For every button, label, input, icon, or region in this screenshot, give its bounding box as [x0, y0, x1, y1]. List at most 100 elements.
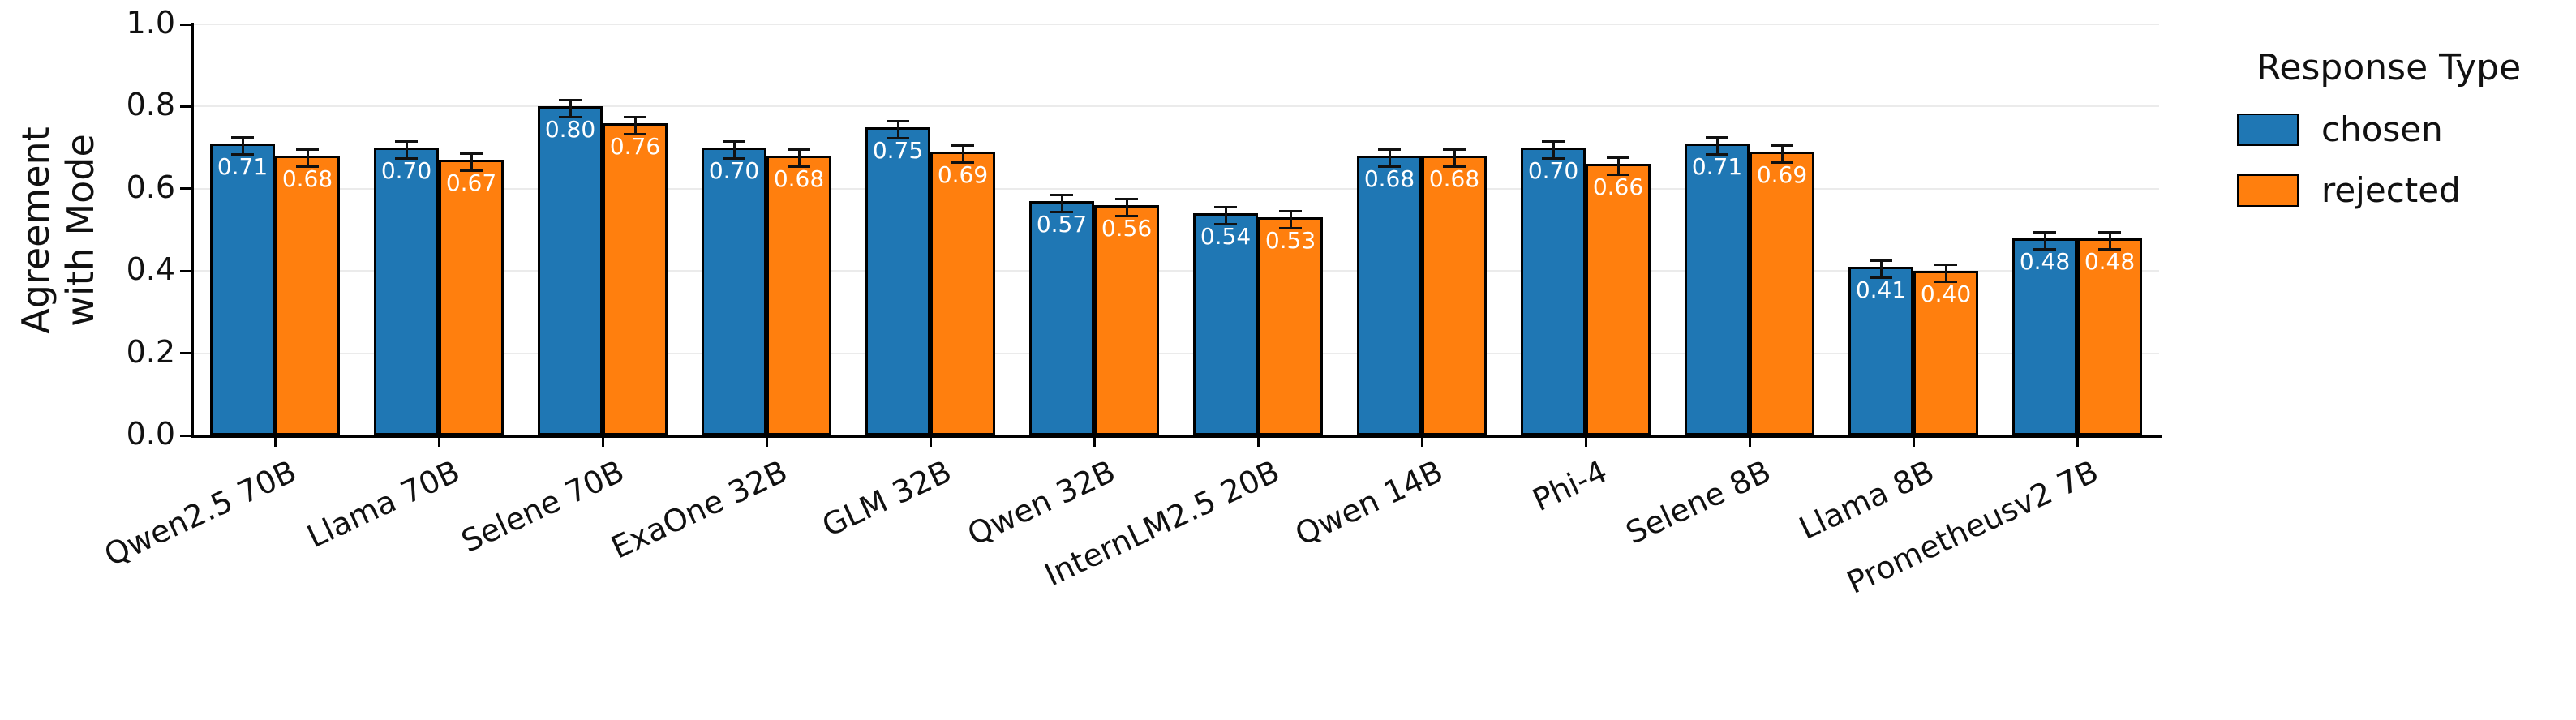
error-bar: [1443, 148, 1466, 169]
x-tick-label: Qwen 14B: [1290, 453, 1449, 553]
error-bar: [231, 136, 254, 156]
x-tick: [273, 435, 277, 447]
error-bar-line: [1125, 200, 1128, 216]
error-bar-line: [405, 143, 408, 158]
bar-value-label: 0.75: [872, 136, 924, 164]
error-bar-line: [569, 101, 572, 117]
bar-value-label: 0.76: [609, 132, 661, 160]
legend-label-rejected: rejected: [2321, 170, 2461, 210]
error-bar-line: [470, 155, 473, 170]
y-axis-line: [191, 23, 194, 438]
bar-value-label: 0.53: [1264, 227, 1316, 255]
legend-row-chosen: chosen: [2222, 109, 2555, 149]
x-tick-label: Qwen2.5 70B: [98, 453, 302, 573]
y-tick-label: 0.6: [126, 169, 175, 205]
error-bar-line: [1224, 208, 1227, 224]
x-tick: [929, 435, 932, 447]
y-tick: [180, 434, 193, 437]
error-bar-line: [1780, 147, 1784, 162]
legend-title: Response Type: [2256, 47, 2522, 88]
error-bar-line: [2108, 233, 2111, 248]
bar-chosen: [374, 148, 439, 435]
bar-rejected: [603, 122, 668, 435]
x-tick: [1256, 435, 1260, 447]
y-tick: [180, 23, 193, 26]
error-bar-line: [633, 118, 637, 133]
error-bar-line: [1715, 139, 1719, 154]
error-bar: [723, 140, 745, 161]
y-tick: [180, 269, 193, 272]
error-bar: [1378, 148, 1401, 169]
y-tick-label: 1.0: [126, 5, 175, 41]
error-bar: [1706, 136, 1728, 156]
x-axis-line: [191, 435, 2162, 438]
x-tick: [601, 435, 604, 447]
bar-value-label: 0.69: [937, 161, 989, 189]
bar-value-label: 0.71: [1691, 153, 1743, 181]
bar-rejected: [1913, 271, 1978, 435]
error-bar-line: [306, 151, 309, 166]
bar-value-label: 0.54: [1200, 223, 1252, 251]
bar-value-label: 0.68: [1363, 165, 1415, 193]
bar-rejected: [1750, 152, 1814, 435]
bar-chosen: [1193, 213, 1258, 435]
error-bar-line: [732, 143, 736, 158]
y-tick: [180, 105, 193, 108]
bar-value-label: 0.68: [281, 165, 333, 193]
error-bar: [1934, 264, 1957, 284]
error-bar: [624, 115, 646, 135]
bar-chosen: [1029, 201, 1094, 435]
y-tick: [180, 352, 193, 355]
error-bar-line: [2043, 233, 2046, 248]
bar-rejected: [766, 156, 831, 435]
error-bar: [1542, 140, 1565, 161]
x-tick: [1912, 435, 1915, 447]
bar-chosen: [1685, 144, 1750, 435]
error-bar-line: [1289, 212, 1292, 228]
x-tick-label: Selene 70B: [455, 453, 629, 559]
error-bar-line: [1616, 159, 1620, 174]
bar-value-label: 0.68: [773, 165, 825, 193]
y-tick: [180, 187, 193, 191]
bar-rejected: [275, 156, 340, 435]
bar-rejected: [930, 152, 995, 435]
x-tick: [2076, 435, 2079, 447]
error-bar: [887, 119, 909, 139]
error-bar-line: [896, 122, 899, 137]
error-bar: [951, 144, 974, 165]
error-bar-line: [1552, 143, 1555, 158]
y-tick-label: 0.0: [126, 416, 175, 452]
error-bar: [460, 152, 483, 173]
bar-chosen: [538, 106, 603, 435]
chosen-color-swatch: [2237, 113, 2299, 146]
y-tick-label: 0.2: [126, 333, 175, 370]
bar-rejected: [1094, 205, 1159, 435]
gridline: [193, 270, 2159, 272]
error-bar: [1050, 194, 1073, 213]
bar-value-label: 0.69: [1756, 161, 1808, 189]
bar-chosen: [210, 144, 275, 435]
bar-value-label: 0.68: [1428, 165, 1480, 193]
error-bar-line: [1060, 196, 1063, 211]
x-tick: [765, 435, 768, 447]
error-bar-line: [797, 151, 801, 166]
x-tick-label: Phi-4: [1526, 453, 1612, 519]
error-bar: [1279, 210, 1302, 230]
rejected-color-swatch: [2237, 174, 2299, 207]
error-bar: [1115, 198, 1138, 218]
x-tick: [1420, 435, 1423, 447]
bar-value-label: 0.70: [1527, 157, 1579, 185]
bar-rejected: [2077, 238, 2142, 435]
error-bar: [1214, 206, 1237, 226]
x-tick: [1748, 435, 1751, 447]
bar-value-label: 0.67: [445, 169, 497, 197]
bar-value-label: 0.80: [544, 116, 596, 144]
bar-rejected: [1422, 156, 1487, 435]
gridline: [193, 187, 2159, 190]
bar-value-label: 0.56: [1101, 215, 1153, 242]
error-bar: [788, 148, 810, 169]
x-tick: [437, 435, 440, 447]
error-bar-line: [241, 139, 244, 154]
error-bar: [2098, 230, 2121, 251]
